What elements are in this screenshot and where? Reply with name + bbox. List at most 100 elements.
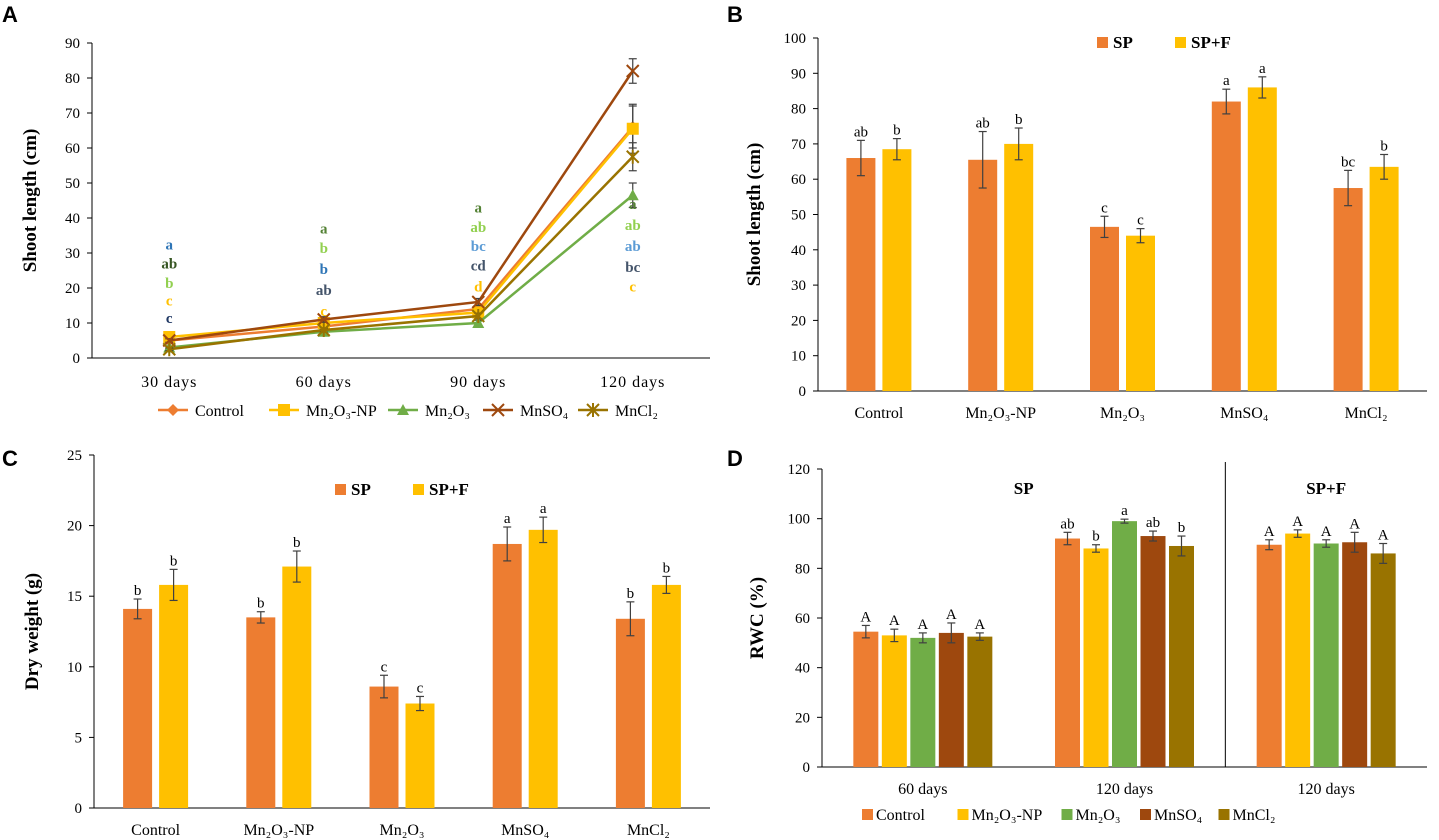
panel-a-y-tick-label: 60 xyxy=(65,141,80,157)
panel-c-bar-sp xyxy=(246,617,276,808)
panel-c-legend-sp-label: SP xyxy=(351,480,371,499)
panel-d-bar-control xyxy=(1055,538,1080,767)
panel-c-bar-sp xyxy=(492,543,522,808)
panel-a-series-mnso4-line xyxy=(169,70,634,342)
panel-b-significance-letter: c xyxy=(1137,213,1144,229)
panel-a-series-mn2o3-np-point xyxy=(626,122,639,135)
panel-d-significance-letter: A xyxy=(946,607,957,623)
panel-d-significance-letter: ab xyxy=(1060,516,1074,532)
panel-a-significance-letter: ab xyxy=(470,220,486,236)
panel-a-legend-mn2o3-marker xyxy=(397,404,409,415)
panel-b-y-tick-label: 30 xyxy=(791,278,806,294)
panel-c-legend-sp-f-label: SP+F xyxy=(429,480,469,499)
panel-b-y-tick-label: 0 xyxy=(799,384,807,400)
panel-a-y-tick-label: 20 xyxy=(65,281,80,297)
panel-d-x-tick-label: 120 days xyxy=(1096,781,1153,798)
panel-c-y-tick-label: 25 xyxy=(67,448,82,464)
panel-a-legend-mnso4-label: MnSO₄ xyxy=(520,403,569,420)
panel-b-significance-letter: ab xyxy=(854,124,868,140)
panel-d-bar-mnso4 xyxy=(938,632,964,767)
panel-c-bar-sp-f xyxy=(282,566,312,808)
panel-b-bar-sp-f xyxy=(1369,166,1399,391)
panel-a-significance-letter: ab xyxy=(625,239,641,255)
panel-d-bar-mn2o3 xyxy=(910,637,936,767)
panel-c-bar-sp-f xyxy=(651,584,681,808)
panel-c-bar-sp xyxy=(123,608,153,808)
panel-a-significance-letter: c xyxy=(320,304,327,320)
panel-b-bar-sp-f xyxy=(1247,87,1277,392)
panel-b-x-tick-label: MnCl₂ xyxy=(1345,405,1388,422)
panel-d-bar-chart: 0 20 40 60 80 100 120 RWC (%) 60 days A A A A A 120 da… xyxy=(747,462,1427,824)
panel-c-significance-letter: a xyxy=(540,501,547,517)
panel-d-significance-letter: b xyxy=(1092,529,1100,545)
panel-c-x-tick-label: MnCl₂ xyxy=(627,822,670,839)
panel-d-x-tick-label: 120 days xyxy=(1298,781,1355,798)
panel-d-y-tick-label: 60 xyxy=(795,611,810,627)
panel-a-significance-letter: a xyxy=(320,222,328,238)
panel-b-y-tick-label: 90 xyxy=(791,66,806,82)
panel-b-bar-sp xyxy=(1211,101,1241,391)
panel-a-significance-letter: bc xyxy=(471,239,486,255)
panel-a-significance-letter: b xyxy=(320,262,328,278)
panel-a-series-mnso4-point xyxy=(471,295,485,309)
panel-b-bar-sp-f xyxy=(882,149,912,391)
panel-b-y-tick-label: 50 xyxy=(791,208,806,224)
panel-a-significance-letter: c xyxy=(629,279,636,295)
panel-d-legend-control-swatch xyxy=(862,809,873,820)
panel-d-legend-mn2o3-np-swatch xyxy=(957,809,969,820)
panel-d-y-tick-label: 20 xyxy=(795,710,810,726)
panel-a-x-tick-label: 90 days xyxy=(450,374,506,391)
panel-c-y-tick-label: 20 xyxy=(67,519,82,535)
panel-d-legend-mncl2-swatch xyxy=(1218,809,1230,820)
panel-b-significance-letter: b xyxy=(893,123,901,139)
panel-d-significance-letter: ab xyxy=(1146,515,1160,531)
panel-b-bar-sp xyxy=(1333,188,1363,391)
panel-a-significance-letter: ab xyxy=(161,257,177,273)
panel-a-y-tick-label: 70 xyxy=(65,106,80,122)
panel-d-significance-letter: A xyxy=(917,617,928,633)
panel-c-bar-sp-f xyxy=(528,529,558,808)
panel-d-legend-mncl2-label: MnCl₂ xyxy=(1233,807,1276,824)
panel-d-significance-letter: A xyxy=(1378,528,1389,544)
panel-c-y-tick-label: 5 xyxy=(75,730,83,746)
panel-d-bar-mn2o3 xyxy=(1112,521,1137,767)
panel-a-legend-mncl2-marker xyxy=(586,403,600,417)
panel-b-significance-letter: a xyxy=(1259,61,1266,77)
panel-d-legend-mn2o3-label: Mn₂O₃ xyxy=(1076,807,1121,824)
panel-b-y-tick-label: 40 xyxy=(791,243,806,259)
panel-d-significance-letter: A xyxy=(1349,516,1360,532)
panel-a-series-mn2o3-point xyxy=(626,189,639,201)
panel-c-bar-sp xyxy=(369,686,399,808)
panel-c-significance-letter: c xyxy=(417,680,424,696)
panel-d-legend-mnso4-swatch xyxy=(1140,809,1151,820)
panel-a-significance-letter: b xyxy=(165,276,173,292)
panel-d-bar-mn2o3-np xyxy=(1285,533,1311,767)
panel-letter-c: C xyxy=(2,446,18,471)
panel-a-significance-letter: ab xyxy=(625,218,641,234)
panel-a-series-mn2o3-line xyxy=(169,194,634,349)
panel-d-bar-mnso4 xyxy=(1342,542,1368,767)
panel-a-significance-letter: d xyxy=(474,279,483,295)
panel-d-significance-letter: A xyxy=(860,609,871,625)
panel-c-y-axis-label: Dry weight (g) xyxy=(22,573,43,690)
panel-a-series-control-line xyxy=(169,126,634,342)
panel-a-y-tick-label: 30 xyxy=(65,246,80,262)
panel-d-significance-letter: b xyxy=(1178,520,1186,536)
panel-b-bar-sp-f xyxy=(1126,235,1155,391)
panel-a-legend-control-marker xyxy=(167,404,179,416)
panel-d-bar-mn2o3-np xyxy=(881,635,907,767)
panel-a-series-mncl2-point xyxy=(162,342,176,357)
panel-d-section-title-sp-f: SP+F xyxy=(1306,479,1346,498)
panel-a-legend-control-label: Control xyxy=(195,403,244,420)
panel-c-legend-sp-f-swatch xyxy=(413,484,424,495)
panel-a-series-mnso4-point xyxy=(626,64,640,78)
panel-b-significance-letter: b xyxy=(1015,112,1023,128)
panel-b-y-axis-label: Shoot length (cm) xyxy=(744,143,765,287)
panel-b-legend-sp-f-swatch xyxy=(1175,37,1186,48)
panel-d-bar-mnso4 xyxy=(1140,536,1166,767)
panel-c-x-tick-label: Mn₂O₃-NP xyxy=(243,822,314,839)
panel-a-y-tick-label: 0 xyxy=(73,351,81,367)
panel-d-significance-letter: a xyxy=(1121,503,1128,519)
panel-b-x-tick-label: Mn₂O₃-NP xyxy=(965,405,1036,422)
